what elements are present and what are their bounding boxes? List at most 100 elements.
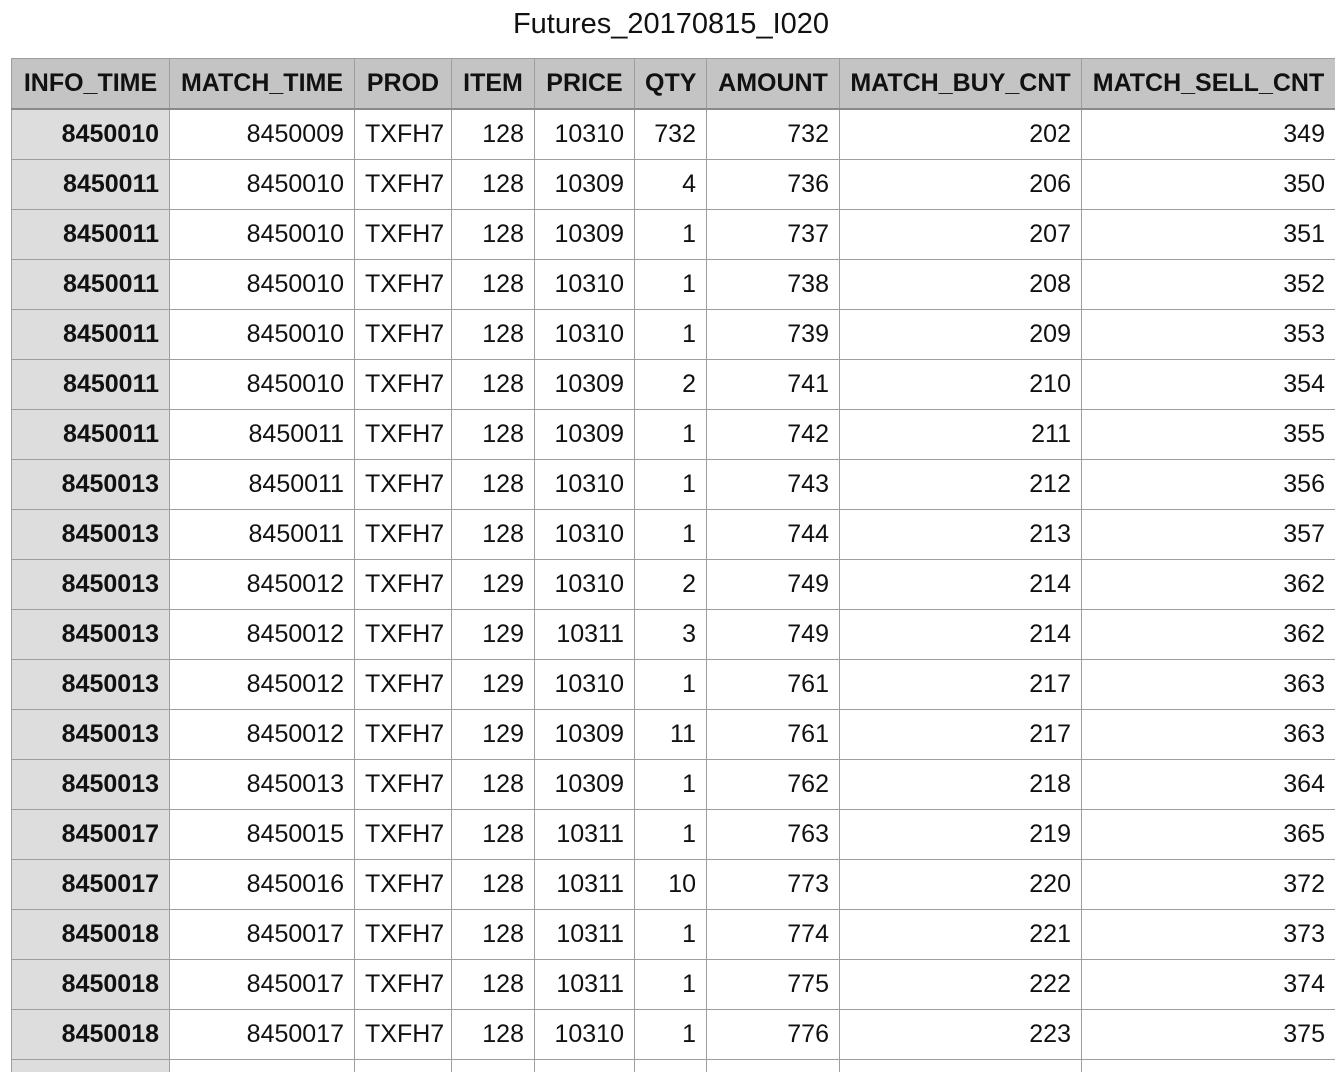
cell-prod[interactable]: TXFH7 [354,959,452,1010]
cell-price[interactable]: 10310 [534,108,635,160]
cell-match-sell-cnt[interactable]: 355 [1081,409,1335,460]
table-row[interactable]: 8450011 8450010 TXFH7 128 10309 4 736 206 350 [11,159,1335,210]
cell-match-time[interactable]: 8450010 [169,309,355,360]
cell-item[interactable]: 128 [451,759,535,810]
cell-match-buy-cnt[interactable]: 207 [839,209,1082,260]
cell-amount[interactable]: 732 [706,108,840,160]
table-row[interactable]: 8450013 8450012 TXFH7 129 10309 11 761 217 363 [11,709,1335,760]
column-header-match-buy-cnt[interactable]: MATCH_BUY_CNT [839,58,1082,110]
cell-price[interactable]: 10309 [534,159,635,210]
cell-match-buy-cnt[interactable]: 210 [839,359,1082,410]
cell-qty[interactable] [634,1059,707,1072]
cell-match-buy-cnt[interactable]: 223 [839,1009,1082,1060]
cell-match-sell-cnt[interactable]: 363 [1081,659,1335,710]
cell-amount[interactable]: 763 [706,809,840,860]
cell-info-time[interactable]: 8450011 [11,259,170,310]
cell-item[interactable]: 128 [451,159,535,210]
cell-price[interactable]: 10309 [534,709,635,760]
cell-info-time[interactable] [11,1059,170,1072]
cell-amount[interactable]: 738 [706,259,840,310]
cell-match-time[interactable] [169,1059,355,1072]
cell-match-buy-cnt[interactable]: 209 [839,309,1082,360]
cell-prod[interactable]: TXFH7 [354,609,452,660]
cell-item[interactable]: 128 [451,209,535,260]
cell-match-buy-cnt[interactable]: 214 [839,559,1082,610]
cell-match-sell-cnt[interactable]: 364 [1081,759,1335,810]
cell-info-time[interactable]: 8450013 [11,709,170,760]
column-header-match-sell-cnt[interactable]: MATCH_SELL_CNT [1081,58,1335,110]
cell-amount[interactable] [706,1059,840,1072]
cell-info-time[interactable]: 8450018 [11,959,170,1010]
cell-item[interactable]: 128 [451,459,535,510]
cell-match-sell-cnt[interactable]: 357 [1081,509,1335,560]
cell-amount[interactable]: 749 [706,609,840,660]
cell-info-time[interactable]: 8450011 [11,359,170,410]
cell-qty[interactable]: 1 [634,459,707,510]
cell-match-time[interactable]: 8450010 [169,209,355,260]
cell-amount[interactable]: 739 [706,309,840,360]
cell-info-time[interactable]: 8450013 [11,509,170,560]
cell-amount[interactable]: 773 [706,859,840,910]
cell-qty[interactable]: 3 [634,609,707,660]
table-row[interactable]: 8450013 8450011 TXFH7 128 10310 1 744 213 357 [11,509,1335,560]
table-row[interactable]: 8450018 8450017 TXFH7 128 10310 1 776 223 375 [11,1009,1335,1060]
cell-match-buy-cnt[interactable]: 218 [839,759,1082,810]
column-header-item[interactable]: ITEM [451,58,535,110]
cell-item[interactable]: 128 [451,809,535,860]
cell-match-buy-cnt[interactable]: 206 [839,159,1082,210]
cell-qty[interactable]: 4 [634,159,707,210]
cell-match-buy-cnt[interactable]: 222 [839,959,1082,1010]
cell-match-buy-cnt[interactable]: 213 [839,509,1082,560]
column-header-amount[interactable]: AMOUNT [706,58,840,110]
table-row[interactable]: 8450013 8450013 TXFH7 128 10309 1 762 218 364 [11,759,1335,810]
cell-match-buy-cnt[interactable]: 211 [839,409,1082,460]
cell-price[interactable] [534,1059,635,1072]
cell-match-time[interactable]: 8450012 [169,609,355,660]
cell-qty[interactable]: 1 [634,659,707,710]
cell-price[interactable]: 10311 [534,959,635,1010]
cell-qty[interactable]: 1 [634,959,707,1010]
cell-match-buy-cnt[interactable]: 217 [839,659,1082,710]
cell-info-time[interactable]: 8450011 [11,309,170,360]
cell-item[interactable]: 128 [451,959,535,1010]
cell-qty[interactable]: 2 [634,359,707,410]
cell-price[interactable]: 10310 [534,559,635,610]
cell-info-time[interactable]: 8450018 [11,1009,170,1060]
cell-match-sell-cnt[interactable]: 351 [1081,209,1335,260]
column-header-price[interactable]: PRICE [534,58,635,110]
data-table-container[interactable]: INFO_TIME MATCH_TIME PROD ITEM PRICE QTY… [11,58,1335,1072]
cell-prod[interactable]: TXFH7 [354,159,452,210]
cell-match-time[interactable]: 8450017 [169,909,355,960]
cell-price[interactable]: 10310 [534,1009,635,1060]
cell-prod[interactable]: TXFH7 [354,509,452,560]
cell-amount[interactable]: 741 [706,359,840,410]
cell-qty[interactable]: 732 [634,108,707,160]
cell-prod[interactable]: TXFH7 [354,709,452,760]
cell-match-time[interactable]: 8450011 [169,509,355,560]
cell-price[interactable]: 10311 [534,609,635,660]
cell-amount[interactable]: 736 [706,159,840,210]
cell-prod[interactable]: TXFH7 [354,559,452,610]
cell-match-sell-cnt[interactable]: 352 [1081,259,1335,310]
cell-qty[interactable]: 1 [634,209,707,260]
cell-prod[interactable]: TXFH7 [354,859,452,910]
cell-amount[interactable]: 749 [706,559,840,610]
cell-prod[interactable]: TXFH7 [354,909,452,960]
cell-amount[interactable]: 761 [706,659,840,710]
cell-price[interactable]: 10311 [534,809,635,860]
column-header-info-time[interactable]: INFO_TIME [11,58,170,110]
cell-match-sell-cnt[interactable]: 374 [1081,959,1335,1010]
cell-info-time[interactable]: 8450011 [11,409,170,460]
cell-item[interactable]: 128 [451,309,535,360]
table-row[interactable] [11,1059,1335,1072]
cell-item[interactable]: 129 [451,659,535,710]
cell-match-time[interactable]: 8450017 [169,959,355,1010]
cell-item[interactable] [451,1059,535,1072]
cell-match-sell-cnt[interactable]: 349 [1081,108,1335,160]
cell-amount[interactable]: 775 [706,959,840,1010]
cell-item[interactable]: 129 [451,709,535,760]
cell-match-time[interactable]: 8450017 [169,1009,355,1060]
column-header-prod[interactable]: PROD [354,58,452,110]
cell-amount[interactable]: 743 [706,459,840,510]
table-row[interactable]: 8450013 8450011 TXFH7 128 10310 1 743 212 356 [11,459,1335,510]
